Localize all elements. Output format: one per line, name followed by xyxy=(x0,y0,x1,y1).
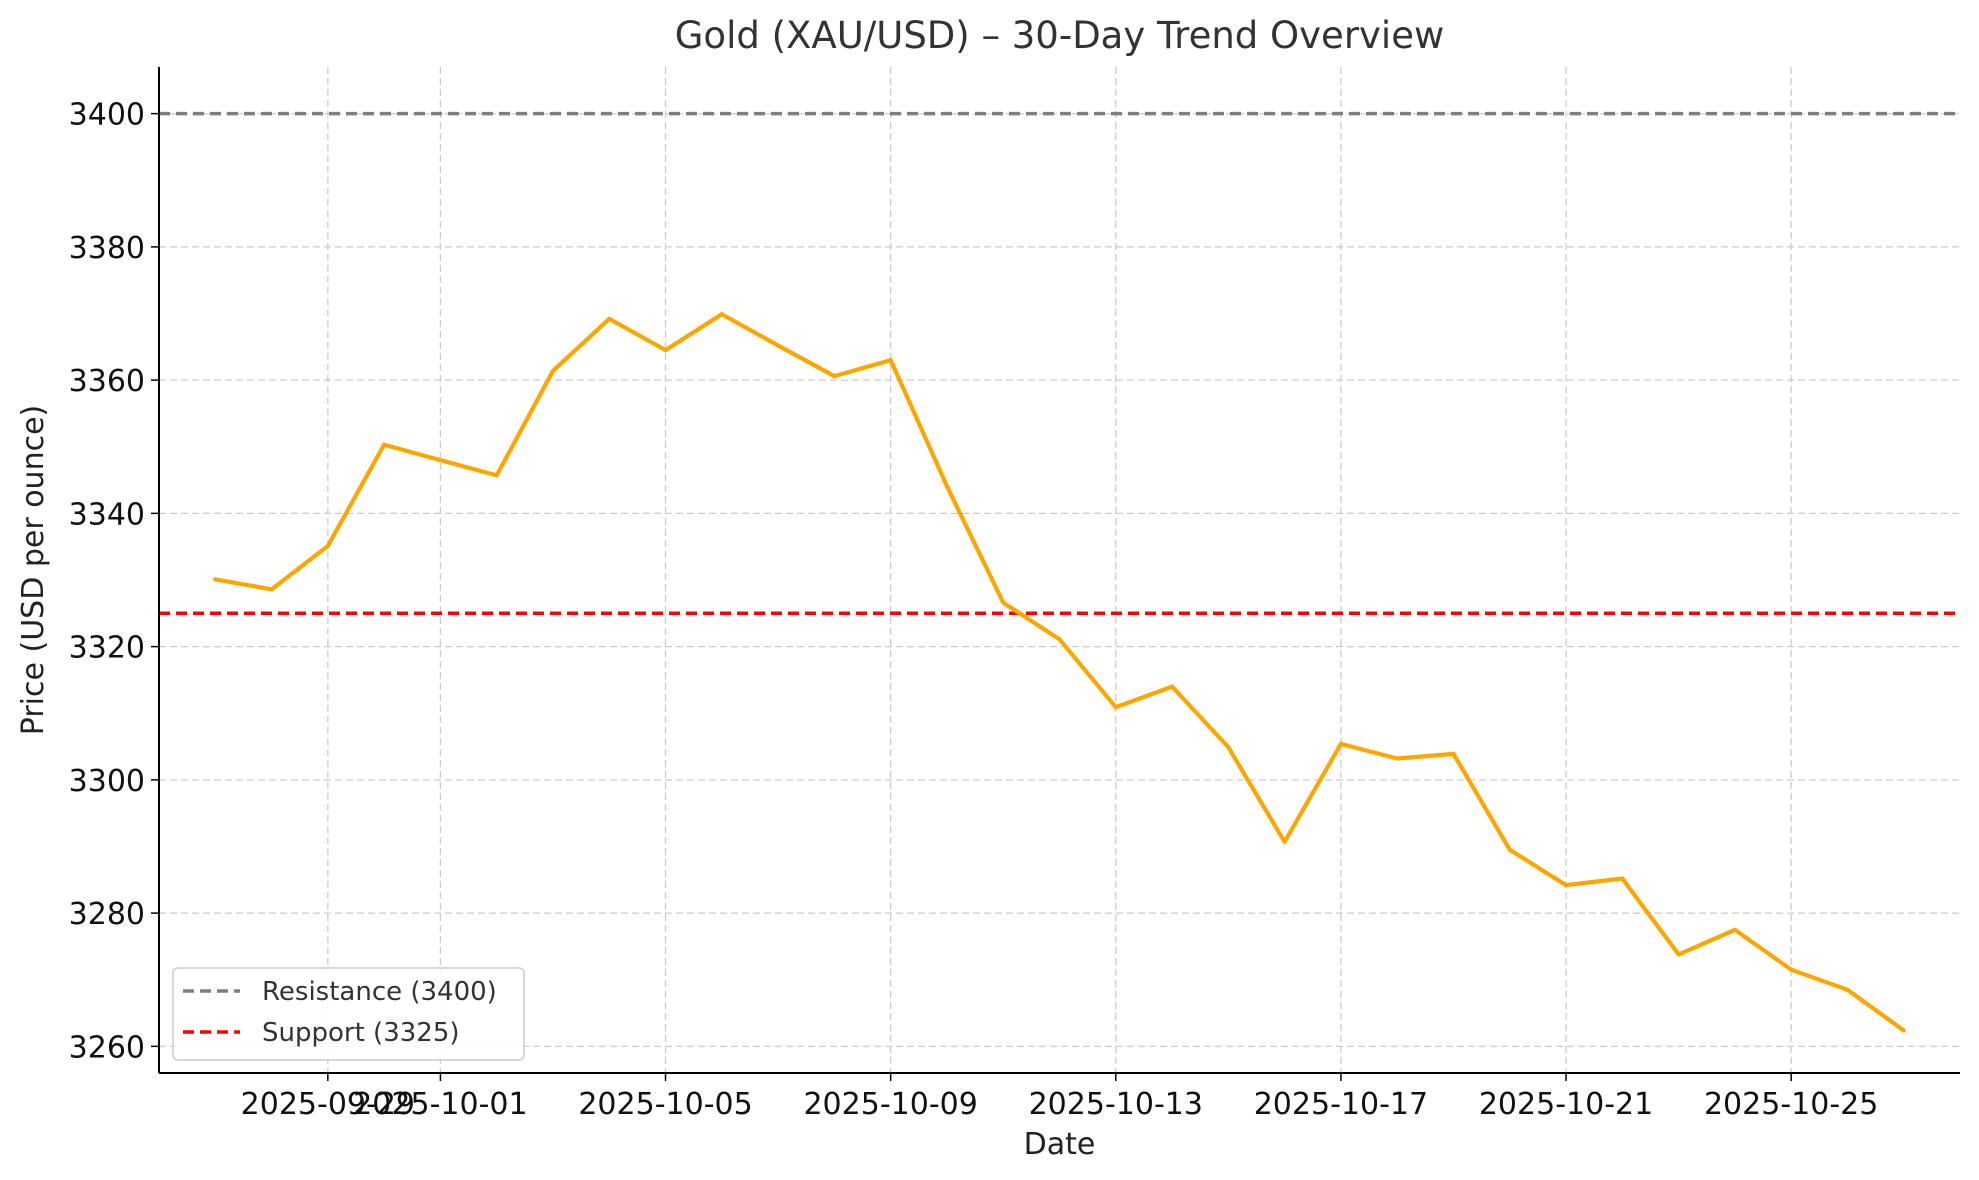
axes-layer xyxy=(158,67,1960,1074)
legend-label-support: Support (3325) xyxy=(262,1018,460,1048)
price-data-point xyxy=(832,374,837,379)
x-tick-label: 2025-10-09 xyxy=(803,1087,977,1122)
y-tick-label: 3380 xyxy=(69,231,145,266)
price-data-point xyxy=(1901,1028,1906,1033)
x-tick-label: 2025-10-25 xyxy=(1704,1087,1878,1122)
y-tick-label: 3340 xyxy=(69,497,145,532)
price-data-point xyxy=(550,368,556,373)
reference-lines-layer xyxy=(159,111,1960,616)
x-tick-label: 2025-10-21 xyxy=(1479,1087,1653,1122)
price-data-point xyxy=(1507,847,1512,852)
y-tick-label: 3300 xyxy=(69,764,145,799)
price-data-point xyxy=(325,543,330,549)
price-data-point xyxy=(1170,684,1175,689)
price-data-point xyxy=(888,358,893,363)
price-data-point xyxy=(1395,756,1400,761)
price-data-point xyxy=(1057,637,1062,642)
x-tick-label: 2025-10-13 xyxy=(1029,1087,1203,1122)
price-data-point xyxy=(269,587,274,592)
price-data-point xyxy=(1620,876,1625,881)
y-tick-label: 3400 xyxy=(69,98,145,133)
price-data-point xyxy=(1789,967,1794,972)
price-data-point xyxy=(1282,839,1287,844)
price-data-point xyxy=(1845,987,1850,992)
legend: Resistance (3400) Support (3325) xyxy=(172,967,525,1061)
price-data-point xyxy=(1226,745,1231,750)
price-data-point xyxy=(213,577,218,582)
x-tick-label: 2025-09-29 xyxy=(241,1087,415,1122)
price-data-point xyxy=(1338,741,1343,747)
price-data-point xyxy=(663,348,668,353)
price-data-point xyxy=(944,484,950,489)
price-data-point xyxy=(1001,600,1006,605)
y-axis-title: Price (USD per ounce) xyxy=(16,405,51,735)
y-tick-label: 3360 xyxy=(69,364,145,399)
price-data-point xyxy=(607,316,612,321)
price-series-line xyxy=(213,312,1906,1033)
chart-title: Gold (XAU/USD) – 30-Day Trend Overview xyxy=(675,14,1444,57)
x-tick-label: 2025-10-01 xyxy=(353,1087,527,1122)
price-data-point xyxy=(719,312,724,317)
legend-label-resistance: Resistance (3400) xyxy=(262,977,497,1007)
series-layer xyxy=(213,312,1906,1033)
y-tick-label: 3260 xyxy=(69,1030,145,1065)
grid-layer xyxy=(159,67,1960,1073)
x-tick-label: 2025-10-17 xyxy=(1254,1087,1428,1122)
price-data-point xyxy=(438,458,443,463)
price-data-point xyxy=(1732,927,1737,932)
legend-box xyxy=(172,967,525,1061)
price-data-point xyxy=(1563,883,1569,888)
price-data-point xyxy=(382,442,387,447)
price-data-point xyxy=(1113,705,1118,710)
price-data-point xyxy=(1451,751,1456,757)
y-tick-label: 3280 xyxy=(69,897,145,932)
x-axis-title: Date xyxy=(1024,1127,1096,1162)
price-data-point xyxy=(1676,952,1681,957)
x-tick-label: 2025-10-05 xyxy=(578,1087,752,1122)
price-data-point xyxy=(494,473,499,478)
y-tick-label: 3320 xyxy=(69,631,145,666)
price-data-point xyxy=(776,343,781,348)
